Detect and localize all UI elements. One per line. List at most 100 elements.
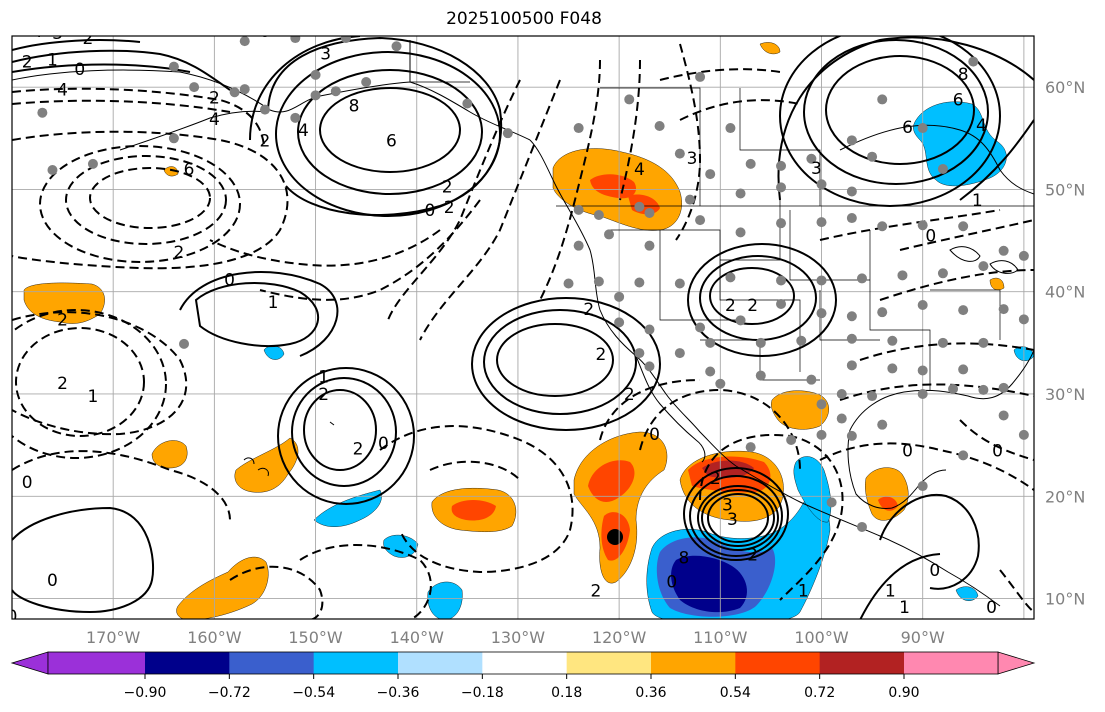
- station-dot: [1018, 250, 1029, 261]
- station-dot: [816, 429, 827, 440]
- colorbar-outline: [47, 651, 999, 675]
- contour-label: 2: [260, 131, 271, 151]
- lat-label: 10°N: [1045, 590, 1085, 609]
- colorbar-swatch: [819, 652, 905, 674]
- contour-label: 2: [57, 310, 68, 330]
- contour-label: 8: [349, 97, 360, 117]
- contour-label: 2: [747, 546, 758, 566]
- station-dot: [735, 315, 746, 326]
- station-dot: [705, 366, 716, 377]
- station-dot: [776, 298, 787, 309]
- station-dot: [715, 378, 726, 389]
- contour-label: 2: [624, 385, 635, 405]
- station-dot: [573, 240, 584, 251]
- contour-label: 4: [976, 116, 987, 136]
- colorbar-swatch: [735, 652, 821, 674]
- contour-label: 1: [268, 293, 279, 313]
- station-dot: [239, 84, 250, 95]
- station-dot: [614, 317, 625, 328]
- colorbar-swatch: [566, 652, 652, 674]
- colorbar-tick-label: −0.36: [377, 685, 420, 701]
- contour-label: 2: [209, 88, 220, 108]
- contour-label: 2: [353, 439, 364, 459]
- station-dot: [695, 215, 706, 226]
- station-dot: [634, 277, 645, 288]
- station-dot: [877, 94, 888, 105]
- station-dot: [846, 186, 857, 197]
- station-dot: [179, 338, 190, 349]
- station-dot: [614, 291, 625, 302]
- station-dot: [684, 194, 695, 205]
- station-dot: [806, 374, 817, 385]
- station-dot: [573, 123, 584, 134]
- station-dot: [897, 270, 908, 281]
- contour-label: 2: [444, 198, 455, 218]
- contour-label: 8: [678, 549, 689, 569]
- station-dot: [917, 388, 928, 399]
- contour-label: 2: [174, 243, 185, 263]
- station-dot: [310, 69, 321, 80]
- contour-label: 3: [320, 45, 331, 65]
- station-dot: [776, 160, 787, 171]
- station-dot: [958, 305, 969, 316]
- station-dot: [735, 227, 746, 238]
- station-dot: [816, 399, 827, 410]
- lat-label: 40°N: [1045, 283, 1085, 302]
- station-dot: [189, 82, 200, 93]
- lat-label: 50°N: [1045, 180, 1085, 199]
- station-dot: [786, 435, 797, 446]
- station-dot: [310, 90, 321, 101]
- station-dot: [877, 221, 888, 232]
- station-dot: [917, 123, 928, 134]
- colorbar-tick-label: −0.72: [208, 685, 251, 701]
- colorbar-tick-label: 0.90: [888, 685, 919, 701]
- station-dot: [877, 307, 888, 318]
- station-dot: [239, 36, 250, 47]
- station-dot: [846, 430, 857, 441]
- contour-label: 2: [747, 296, 758, 316]
- station-dot: [290, 112, 301, 123]
- contour-label: 2: [590, 581, 601, 601]
- station-dot: [361, 77, 372, 88]
- station-dot: [816, 217, 827, 228]
- station-dot: [634, 348, 645, 359]
- station-dot: [502, 128, 513, 139]
- colorbar-swatch: [651, 652, 736, 674]
- colorbar-swatch: [313, 652, 399, 674]
- station-dot: [634, 201, 645, 212]
- station-dot: [867, 151, 878, 162]
- lon-label: 110°W: [693, 628, 748, 647]
- contour-label: 4: [209, 110, 220, 130]
- contour-label: 0: [902, 441, 913, 461]
- colorbar-tick-label: −0.18: [461, 685, 504, 701]
- station-dot: [644, 361, 655, 372]
- contour-label: 4: [634, 160, 645, 180]
- contour-lines: [12, 36, 1034, 619]
- station-dot: [563, 278, 574, 289]
- contour-label: 0: [929, 561, 940, 581]
- contour-label: 3: [687, 149, 698, 169]
- contour-label: 8: [958, 65, 969, 85]
- lon-label: 170°W: [86, 628, 141, 647]
- station-dot: [867, 391, 878, 402]
- station-dot: [887, 335, 898, 346]
- station-dot: [391, 41, 402, 52]
- station-dot: [877, 419, 888, 430]
- station-dot: [917, 365, 928, 376]
- station-dot: [836, 388, 847, 399]
- station-dot: [340, 36, 351, 44]
- station-dot: [776, 218, 787, 229]
- station-dot: [725, 123, 736, 134]
- station-dot: [958, 364, 969, 375]
- station-dot: [937, 268, 948, 279]
- station-dot: [168, 133, 179, 144]
- station-dot: [330, 86, 341, 97]
- station-dot: [725, 272, 736, 283]
- station-dot: [846, 333, 857, 344]
- station-dot: [745, 158, 756, 169]
- contour-label: 0: [22, 473, 33, 493]
- station-dot: [593, 209, 604, 220]
- map-background: [12, 36, 1034, 619]
- station-dot: [87, 158, 98, 169]
